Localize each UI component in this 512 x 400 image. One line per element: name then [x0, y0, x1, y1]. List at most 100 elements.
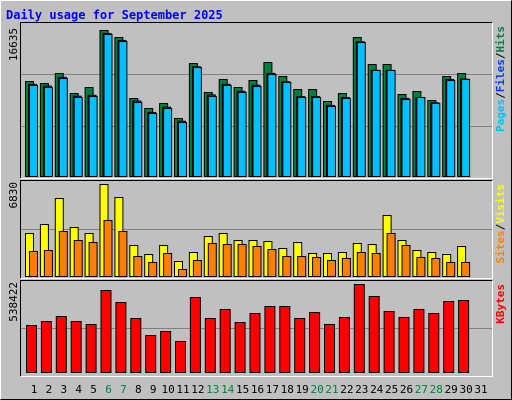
bar: [297, 256, 307, 277]
bar: [237, 244, 247, 277]
bar: [267, 249, 277, 278]
bar: [29, 85, 38, 177]
bar: [341, 98, 351, 177]
x-tick-label: 30: [459, 383, 472, 396]
bar: [207, 243, 217, 278]
bar: [103, 34, 113, 177]
bar: [58, 78, 68, 177]
bar: [207, 96, 217, 177]
bar: [73, 97, 83, 177]
bar: [192, 260, 202, 278]
x-tick-label: 17: [266, 383, 279, 396]
x-tick-label: 14: [221, 383, 235, 396]
bar: [103, 220, 113, 277]
y-tick-label: 538422: [7, 282, 20, 322]
bar: [264, 306, 276, 374]
bar: [383, 311, 395, 373]
legend-separator: /: [494, 223, 507, 230]
bar: [175, 341, 186, 374]
x-tick-label: 9: [150, 383, 157, 396]
x-tick-label: 6: [105, 383, 112, 396]
bar: [252, 86, 262, 177]
bar: [356, 42, 366, 178]
bar: [29, 251, 38, 278]
bar: [130, 318, 142, 374]
x-tick-label: 2: [46, 383, 53, 396]
x-tick-label: 26: [400, 383, 413, 396]
bar: [461, 79, 471, 177]
bar: [356, 252, 366, 277]
legend: KBytes: [494, 284, 507, 324]
legend-entry: KBytes: [494, 284, 507, 324]
bar: [252, 246, 262, 277]
bar: [189, 297, 201, 373]
x-tick-label: 11: [176, 383, 189, 396]
panel-border-light: [20, 180, 493, 279]
chart-title: Daily usage for September 2025: [6, 8, 223, 22]
bar: [312, 97, 322, 177]
bar: [43, 250, 53, 278]
bar: [178, 122, 187, 177]
x-tick-label: 10: [161, 383, 174, 396]
x-tick-label: 15: [236, 383, 249, 396]
bar: [148, 262, 158, 278]
x-tick-label: 7: [120, 383, 127, 396]
bar: [148, 113, 158, 178]
x-tick-label: 22: [340, 383, 353, 396]
bar: [324, 324, 335, 373]
bar: [26, 325, 37, 374]
y-tick-label: 16635: [7, 28, 20, 61]
x-tick-label: 5: [90, 383, 97, 396]
bar: [234, 322, 246, 374]
bar: [222, 244, 232, 277]
bar: [327, 260, 336, 278]
bar: [309, 312, 321, 374]
bar: [413, 309, 425, 374]
bar: [133, 256, 143, 277]
bar: [58, 231, 68, 277]
legend-entry: Pages: [494, 99, 507, 132]
x-tick-label: 8: [135, 383, 142, 396]
panel-border-light: [20, 22, 493, 179]
panel-border-dark: [20, 180, 493, 279]
bar: [338, 317, 350, 373]
bar: [458, 300, 470, 374]
panel-border-dark: [20, 22, 493, 179]
bar: [204, 318, 216, 374]
x-tick-label: 27: [415, 383, 428, 396]
bar: [267, 74, 277, 177]
bar: [443, 301, 455, 373]
bar: [118, 231, 128, 277]
bar: [43, 87, 53, 177]
legend-entry: Files: [494, 59, 507, 92]
bar: [145, 335, 157, 374]
legend: Pages/Files/Hits: [494, 26, 507, 132]
x-tick-label: 28: [430, 383, 443, 396]
bar: [428, 313, 440, 373]
bar: [282, 256, 292, 277]
bar: [88, 242, 98, 277]
bar: [401, 245, 411, 277]
legend-entry: Hits: [494, 26, 507, 53]
bar: [461, 262, 471, 278]
x-tick-label: 13: [206, 383, 219, 396]
bar: [70, 321, 82, 373]
legend-entry: Visits: [494, 184, 507, 224]
x-tick-label: 12: [191, 383, 204, 396]
x-tick-label: 25: [385, 383, 398, 396]
x-tick-label: 3: [60, 383, 67, 396]
bar: [312, 257, 322, 278]
x-tick-label: 19: [296, 383, 309, 396]
bar: [398, 317, 410, 373]
panel-border-light: [20, 280, 493, 377]
bar: [88, 96, 98, 177]
bar: [416, 257, 426, 278]
bar: [371, 70, 381, 177]
bar: [163, 108, 173, 177]
x-tick-label: 18: [281, 383, 294, 396]
x-tick-label: 16: [251, 383, 264, 396]
x-tick-label: 24: [370, 383, 384, 396]
legend-separator: /: [494, 52, 507, 59]
